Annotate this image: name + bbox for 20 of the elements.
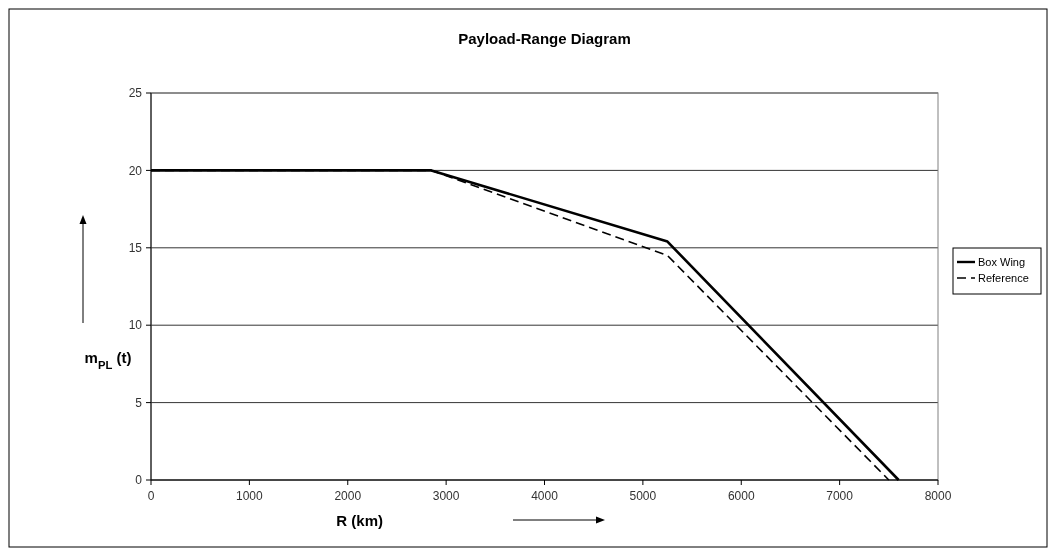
x-tick-label: 6000 bbox=[727, 489, 755, 503]
x-tick-label: 3000 bbox=[432, 489, 460, 503]
y-tick-label: 15 bbox=[128, 241, 143, 255]
x-tick-label: 1000 bbox=[236, 489, 264, 503]
y-tick-label: 25 bbox=[128, 86, 143, 101]
y-axis-title: m$_{PL}$ (t) bbox=[84, 349, 132, 371]
legend-label: Reference bbox=[978, 271, 1029, 284]
x-tick-label: 2000 bbox=[334, 489, 362, 503]
legend-label: Box Wing bbox=[978, 255, 1026, 268]
y-tick-label: 0 bbox=[135, 473, 143, 488]
y-tick-label: 5 bbox=[135, 395, 143, 410]
x-tick-label: 5000 bbox=[629, 489, 657, 503]
x-tick-label: 8000 bbox=[924, 489, 952, 503]
x-tick-label: 0 bbox=[147, 489, 155, 503]
x-axis-title: R (km) bbox=[336, 512, 383, 529]
x-tick-label: 7000 bbox=[826, 489, 854, 503]
y-tick-label: 10 bbox=[128, 318, 143, 333]
x-tick-label: 4000 bbox=[531, 489, 559, 503]
chart-title: Payload-Range Diagram bbox=[458, 30, 631, 47]
y-tick-label: 20 bbox=[128, 163, 143, 178]
